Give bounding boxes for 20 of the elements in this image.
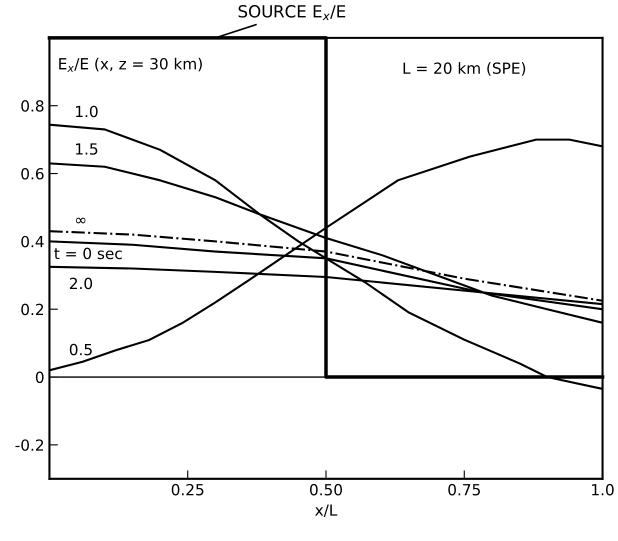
x-tick-label: 0.25 [172,484,204,496]
y-tick-label: 0.6 [21,168,44,180]
annotation: 1.5 [76,143,98,155]
annotation: t = 0 sec [54,248,122,260]
x-tick-label: 1.0 [592,484,614,496]
annotation: 0.5 [70,344,92,356]
annotation: 1.0 [76,106,98,118]
annotation: L = 20 km (SPE) [404,62,526,76]
y-tick-label: 0.4 [21,236,44,248]
annotation: 2.0 [70,278,92,290]
y-tick-label: 0 [36,372,44,384]
y-tick-label: -0.2 [16,439,44,451]
annotation: E$_{x}$/E (x, z = 30 km) [59,58,202,72]
y-tick-label: 0.8 [21,100,44,112]
x-tick-label: 0.50 [310,484,342,496]
x-axis-title: x/L [315,504,338,518]
y-tick-label: 0.2 [21,304,44,316]
annotation: ∞ [76,218,86,224]
annotation: SOURCE E$_{x}$/E [238,5,346,20]
x-tick-label: 0.75 [448,484,480,496]
